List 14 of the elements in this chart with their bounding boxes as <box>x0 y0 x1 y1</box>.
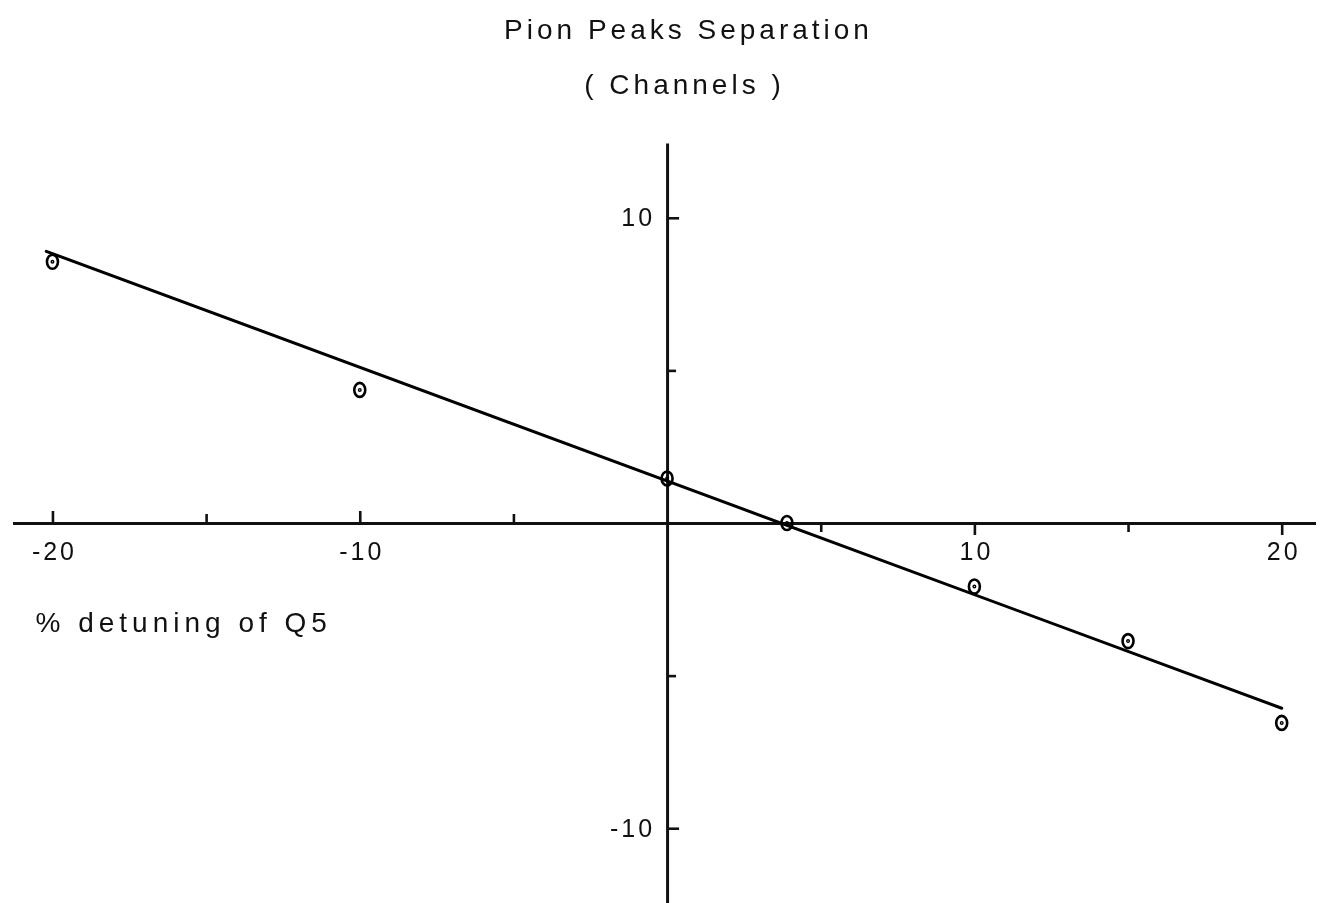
point <box>1121 632 1135 650</box>
chart-subtitle: ( Channels ) <box>584 69 785 100</box>
x-tick-label: -10 <box>339 537 385 565</box>
x-tick-label: 10 <box>959 537 994 565</box>
point <box>1274 714 1289 732</box>
point <box>780 514 794 532</box>
point <box>45 253 60 271</box>
chart-title: Pion Peaks Separation <box>504 14 873 45</box>
point <box>660 470 674 487</box>
x-axis-title: % detuning of Q5 <box>35 607 332 638</box>
x-tick-label: -20 <box>31 537 78 565</box>
point <box>967 578 982 595</box>
x-tick-label: 20 <box>1266 537 1301 565</box>
point <box>352 381 367 399</box>
